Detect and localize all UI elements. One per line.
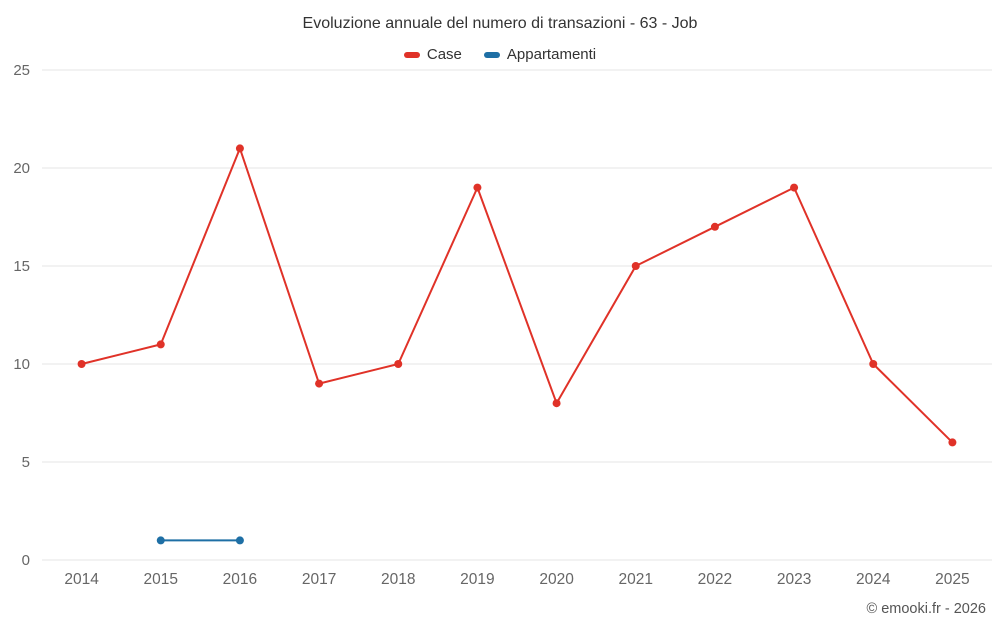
legend-label-case: Case bbox=[426, 46, 462, 63]
data-point-case bbox=[156, 340, 165, 349]
x-tick-label: 2016 bbox=[223, 571, 257, 588]
data-point-case bbox=[235, 144, 244, 153]
y-tick-label: 5 bbox=[22, 454, 30, 471]
x-tick-label: 2022 bbox=[698, 571, 732, 588]
data-point-case bbox=[948, 438, 957, 447]
data-point-case bbox=[710, 222, 719, 231]
data-point-case bbox=[869, 360, 878, 368]
x-tick-label: 2019 bbox=[460, 571, 494, 588]
x-tick-label: 2020 bbox=[539, 571, 574, 588]
x-tick-label: 2015 bbox=[144, 571, 178, 588]
data-point-case bbox=[790, 183, 799, 192]
legend-label-appartamenti: Appartamenti bbox=[506, 46, 597, 63]
y-tick-label: 15 bbox=[13, 258, 30, 275]
x-tick-label: 2025 bbox=[935, 571, 969, 588]
x-tick-label: 2014 bbox=[64, 571, 99, 588]
legend-item-appartamenti[interactable]: Appartamenti bbox=[483, 46, 597, 63]
x-tick-label: 2023 bbox=[777, 571, 811, 588]
data-point-case bbox=[552, 399, 561, 408]
legend-swatch-appartamenti bbox=[483, 51, 500, 58]
x-tick-label: 2021 bbox=[619, 571, 653, 588]
data-point-case bbox=[631, 262, 640, 270]
x-tick-label: 2017 bbox=[302, 571, 336, 588]
data-point-appartamenti bbox=[156, 536, 165, 545]
data-point-case bbox=[77, 360, 86, 368]
data-point-appartamenti bbox=[235, 536, 244, 545]
series-line-case bbox=[81, 147, 954, 444]
chart-title: Evoluzione annuale del numero di transaz… bbox=[302, 15, 698, 32]
legend-swatch-case bbox=[403, 51, 420, 58]
y-tick-label: 0 bbox=[22, 552, 30, 569]
y-tick-label: 20 bbox=[13, 160, 30, 177]
data-point-case bbox=[315, 379, 324, 388]
data-point-case bbox=[473, 183, 482, 192]
y-tick-label: 10 bbox=[13, 356, 30, 373]
x-tick-label: 2024 bbox=[856, 571, 891, 588]
legend-item-case[interactable]: Case bbox=[403, 46, 462, 63]
copyright-credit: © emooki.fr - 2026 bbox=[866, 601, 986, 617]
x-tick-label: 2018 bbox=[381, 571, 415, 588]
chart-legend: Case Appartamenti bbox=[0, 46, 1000, 63]
y-tick-label: 25 bbox=[13, 62, 30, 79]
data-point-case bbox=[394, 360, 403, 368]
